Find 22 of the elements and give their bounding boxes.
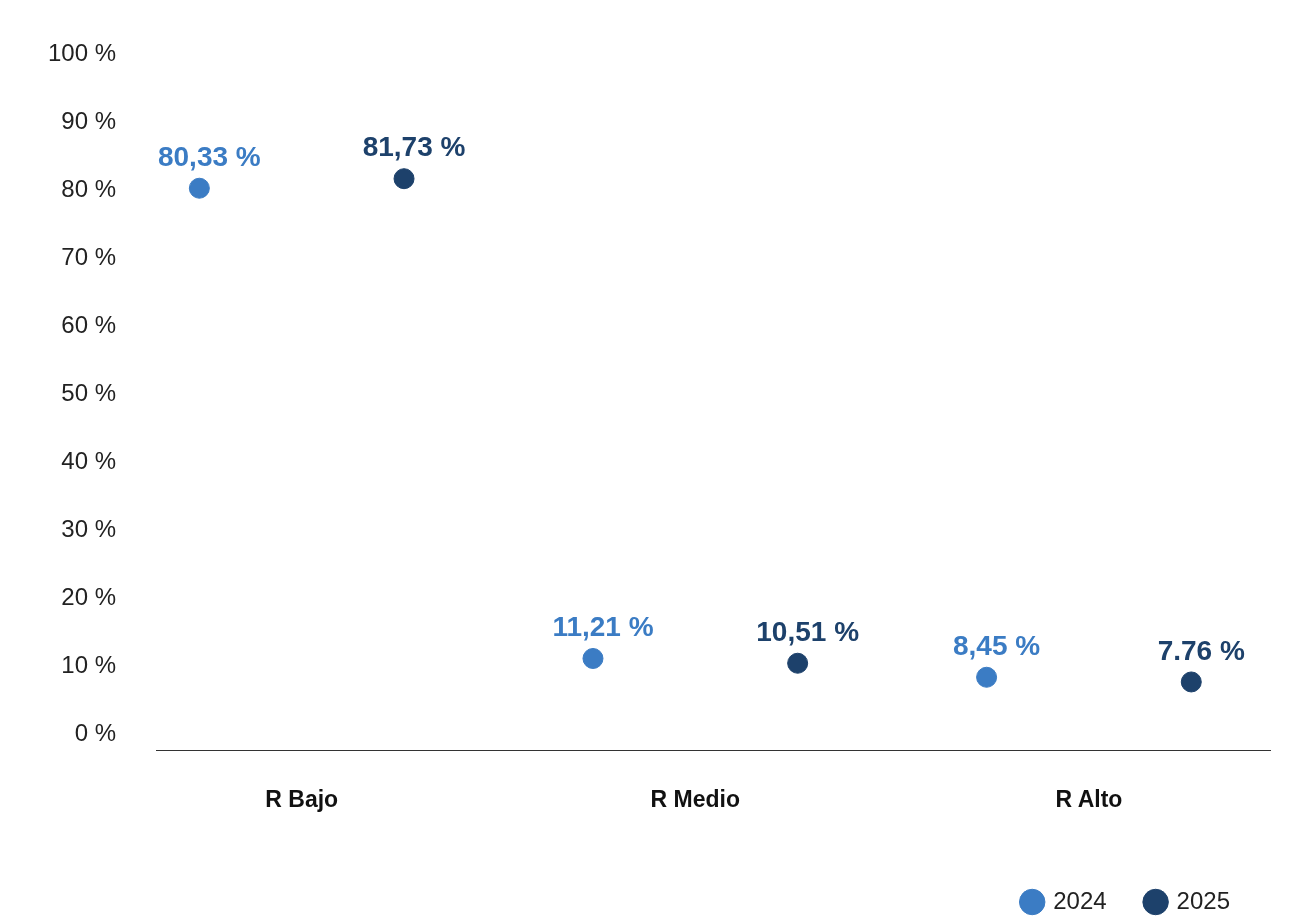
data-label: 81,73 % bbox=[362, 131, 466, 163]
x-tick-label: R Alto bbox=[1055, 785, 1123, 812]
y-tick-label: 0 % bbox=[74, 719, 117, 747]
data-label: 11,21 % bbox=[552, 611, 654, 643]
y-tick-label: 90 % bbox=[61, 107, 117, 135]
data-label: 8,45 % bbox=[953, 629, 1041, 661]
data-label: 10,51 % bbox=[756, 615, 860, 647]
y-tick-label: 50 % bbox=[61, 379, 117, 407]
x-tick-label: R Medio bbox=[650, 785, 741, 812]
y-tick-label: 100 % bbox=[47, 39, 117, 67]
y-tick-label: 30 % bbox=[61, 515, 117, 543]
y-tick-label: 60 % bbox=[61, 311, 117, 339]
y-tick-label: 80 % bbox=[61, 175, 117, 203]
y-tick-label: 20 % bbox=[61, 583, 117, 611]
y-tick-label: 40 % bbox=[61, 447, 117, 475]
legend-label: 2025 bbox=[1176, 886, 1230, 914]
x-tick-label: R Bajo bbox=[265, 785, 339, 812]
y-tick-label: 70 % bbox=[61, 243, 117, 271]
legend-label: 2024 bbox=[1053, 886, 1107, 914]
data-label: 7.76 % bbox=[1157, 634, 1245, 666]
y-tick-label: 10 % bbox=[61, 651, 117, 679]
data-label: 80,33 % bbox=[157, 140, 261, 172]
